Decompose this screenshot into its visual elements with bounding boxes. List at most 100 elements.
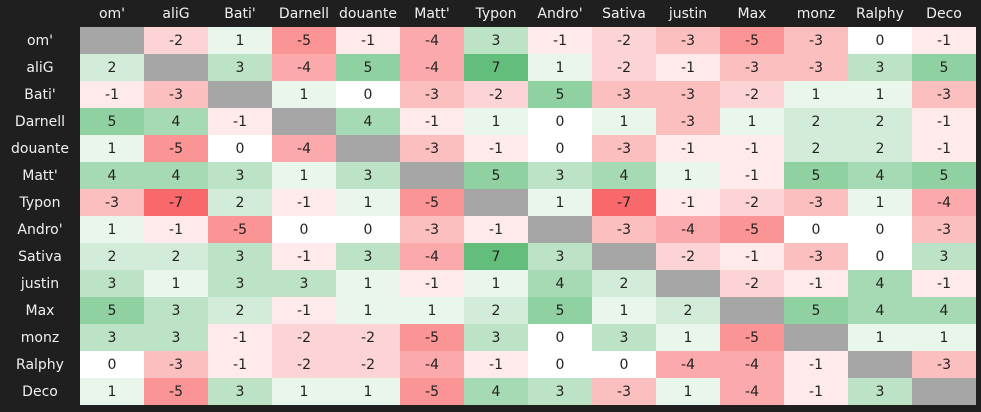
value-cell: -4 [400,351,464,378]
value-cell: -1 [656,189,720,216]
value-cell: 5 [784,297,848,324]
value-cell: 4 [144,162,208,189]
diagonal-cell [464,189,528,216]
value-cell: 0 [528,108,592,135]
value-cell: -4 [400,27,464,54]
value-cell: -3 [784,189,848,216]
value-cell: -3 [144,81,208,108]
value-cell: 0 [336,216,400,243]
row-label: douante [11,140,69,157]
value-cell: 4 [848,270,912,297]
value-cell: 1 [528,189,592,216]
row-label: Andro' [17,221,63,238]
corner [0,0,80,27]
value-cell: 3 [144,297,208,324]
value-cell: 3 [528,243,592,270]
column-header: Bati' [224,6,256,22]
value-cell: -3 [592,378,656,405]
row-label: Matt' [22,167,58,184]
value-cell: 5 [464,162,528,189]
value-cell: 3 [336,162,400,189]
diagonal-cell [144,54,208,81]
value-cell: -5 [400,189,464,216]
value-cell: 0 [848,216,912,243]
value-cell: -3 [144,351,208,378]
value-cell: 3 [144,324,208,351]
value-cell: 2 [784,108,848,135]
value-cell: 1 [336,189,400,216]
value-cell: 5 [80,297,144,324]
diagonal-cell [80,27,144,54]
value-cell: -3 [656,108,720,135]
column-header: Deco [926,6,962,22]
value-cell: -4 [656,216,720,243]
value-cell: 2 [144,243,208,270]
value-cell: 1 [336,378,400,405]
diagonal-cell [720,297,784,324]
value-cell: -4 [912,189,976,216]
row-label: Ralphy [16,356,64,373]
value-cell: 1 [848,81,912,108]
value-cell: 1 [80,216,144,243]
value-cell: 1 [656,324,720,351]
row-label: Bati' [24,86,56,103]
value-cell: -4 [272,54,336,81]
value-cell: 1 [592,297,656,324]
value-cell: -3 [80,189,144,216]
value-cell: -1 [464,135,528,162]
value-cell: 4 [528,270,592,297]
value-cell: 1 [400,297,464,324]
value-cell: 1 [208,27,272,54]
value-cell: 4 [912,297,976,324]
value-cell: -3 [656,81,720,108]
value-cell: 4 [464,378,528,405]
row-label: Darnell [14,113,66,130]
value-cell: -1 [400,108,464,135]
value-cell: 3 [912,243,976,270]
value-cell: 5 [528,297,592,324]
value-cell: 2 [848,108,912,135]
value-cell: -1 [912,108,976,135]
column-header: douante [339,6,397,22]
value-cell: -4 [720,351,784,378]
value-cell: 1 [464,108,528,135]
value-cell: 3 [848,54,912,81]
value-cell: 4 [592,162,656,189]
value-cell: -1 [720,135,784,162]
value-cell: -1 [272,297,336,324]
row-label: Deco [22,383,58,400]
value-cell: 0 [528,324,592,351]
diagonal-cell [400,162,464,189]
value-cell: 0 [80,351,144,378]
value-cell: 0 [272,216,336,243]
column-header: justin [668,6,708,22]
value-cell: -2 [656,243,720,270]
value-cell: -3 [592,81,656,108]
value-cell: 1 [656,162,720,189]
value-cell: 4 [144,108,208,135]
value-cell: 3 [208,162,272,189]
value-cell: 0 [528,351,592,378]
value-cell: -7 [592,189,656,216]
value-cell: -5 [272,27,336,54]
value-cell: -4 [400,54,464,81]
value-cell: 3 [208,270,272,297]
value-cell: 3 [208,243,272,270]
value-cell: -5 [720,216,784,243]
value-cell: 3 [592,324,656,351]
value-cell: -3 [592,216,656,243]
value-cell: 3 [848,378,912,405]
value-cell: 1 [272,81,336,108]
value-cell: 4 [336,108,400,135]
value-cell: 4 [80,162,144,189]
diagonal-cell [528,216,592,243]
value-cell: -1 [80,81,144,108]
value-cell: -1 [784,378,848,405]
value-cell: 0 [784,216,848,243]
column-header: om' [98,6,126,22]
value-cell: 1 [336,270,400,297]
value-cell: 5 [336,54,400,81]
heatmap-table: om' aliG Bati' Darnell douante Matt' Typon Andr… [0,0,976,405]
value-cell: 1 [528,54,592,81]
column-header: Max [737,6,767,22]
